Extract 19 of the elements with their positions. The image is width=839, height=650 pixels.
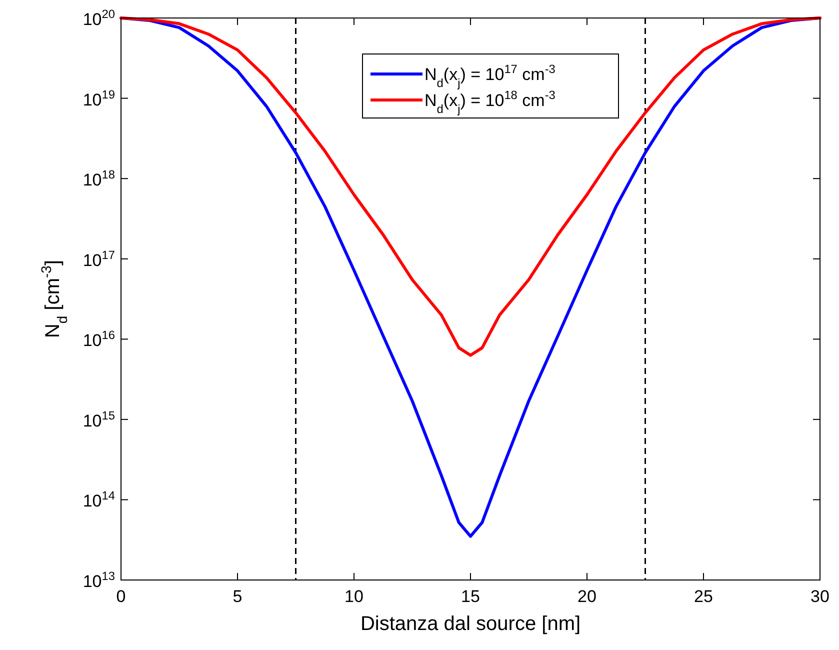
y-tick-label: 10$^{14}$ bbox=[82, 488, 116, 511]
y-tick-label: 10$^{13}$ bbox=[82, 569, 116, 591]
x-tick-label: 5 bbox=[232, 587, 242, 606]
x-axis-title: Distanza dal source [nm] bbox=[360, 613, 581, 635]
line-series bbox=[120, 16, 822, 357]
x-tick-label: 30 bbox=[810, 587, 830, 606]
y-tick-label: 10$^{20}$ bbox=[82, 7, 116, 29]
legend-label: N$_{d}$(x$_{j}$) = 10$^{17}$ cm$^{-3}$ bbox=[424, 62, 556, 90]
x-tick-label: 10 bbox=[344, 587, 364, 606]
legend-label: N$_{d}$(x$_{j}$) = 10$^{18}$ cm$^{-3}$ bbox=[424, 88, 556, 116]
x-tick-label: 15 bbox=[461, 587, 480, 606]
x-tick-label: 20 bbox=[578, 587, 596, 606]
y-tick-label: 10$^{18}$ bbox=[82, 168, 116, 190]
y-tick-label: 10$^{16}$ bbox=[82, 328, 116, 350]
x-tick-label: 25 bbox=[694, 587, 713, 606]
y-tick-label: 10$^{15}$ bbox=[82, 408, 116, 430]
y-tick-label: 10$^{19}$ bbox=[82, 87, 116, 110]
x-tick-label: 0 bbox=[116, 587, 126, 606]
y-tick-label: 10$^{17}$ bbox=[82, 248, 116, 270]
